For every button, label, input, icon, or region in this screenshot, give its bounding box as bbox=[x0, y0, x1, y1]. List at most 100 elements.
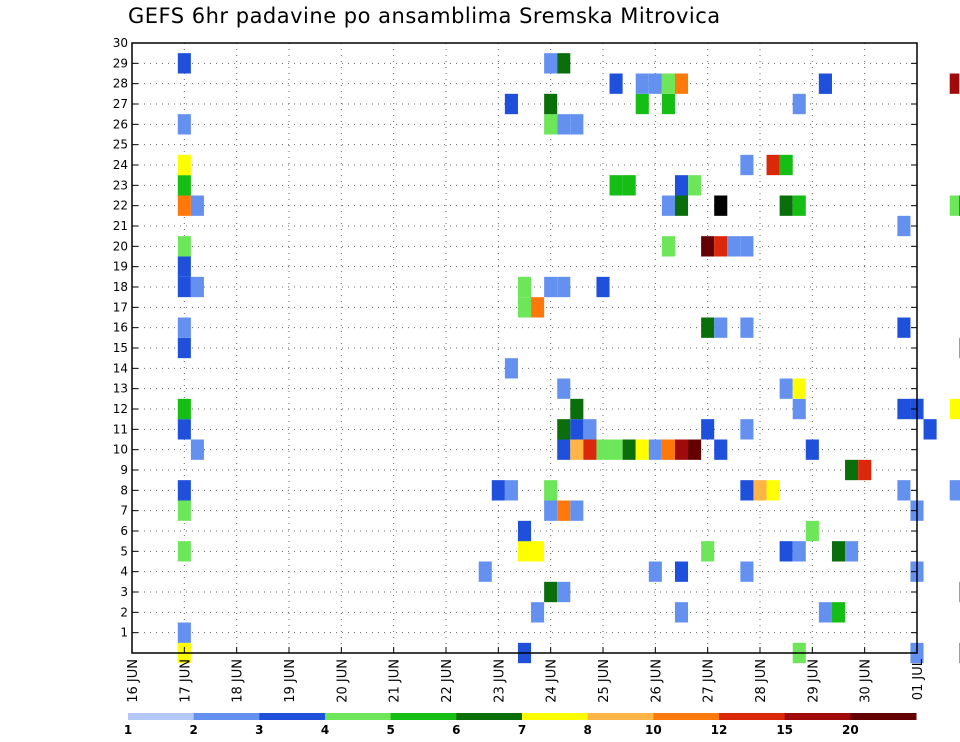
heatmap-cell bbox=[831, 602, 846, 623]
heatmap-cell bbox=[517, 520, 532, 542]
heatmap-cell bbox=[609, 175, 623, 196]
colorbar-label: 4 bbox=[321, 723, 329, 737]
heatmap-cell bbox=[753, 480, 767, 501]
colorbar-segment bbox=[456, 713, 523, 720]
heatmap-cell bbox=[544, 53, 558, 74]
heatmap-cell bbox=[897, 317, 911, 338]
heatmap-cell bbox=[740, 480, 754, 501]
heatmap-cell bbox=[557, 439, 571, 460]
y-tick-label: 21 bbox=[113, 219, 128, 233]
heatmap-cell bbox=[622, 439, 636, 460]
heatmap-cell bbox=[897, 480, 911, 501]
heatmap-cell bbox=[792, 195, 806, 216]
x-tick-label: 23 JUN bbox=[492, 659, 507, 703]
heatmap-cell bbox=[674, 175, 689, 196]
heatmap-cell bbox=[648, 561, 662, 582]
heatmap-cell bbox=[949, 398, 960, 420]
heatmap-cell bbox=[531, 297, 545, 318]
heatmap-cell bbox=[177, 276, 191, 298]
heatmap-cell bbox=[688, 439, 702, 460]
heatmap-cell bbox=[177, 337, 191, 359]
heatmap-cell bbox=[792, 93, 806, 115]
y-tick-label: 22 bbox=[113, 199, 128, 213]
heatmap-cell bbox=[622, 175, 636, 196]
colorbar-segment bbox=[719, 713, 786, 720]
colorbar-segment bbox=[587, 713, 654, 720]
heatmap-cell bbox=[674, 602, 689, 623]
y-tick-label: 20 bbox=[113, 239, 128, 253]
heatmap-cell bbox=[949, 480, 960, 501]
heatmap-cell bbox=[557, 276, 571, 298]
colorbar-segment bbox=[850, 713, 917, 720]
heatmap-cell bbox=[570, 500, 584, 521]
colorbar-segment bbox=[784, 713, 851, 720]
heatmap-cell bbox=[831, 541, 846, 562]
heatmap-cell bbox=[923, 419, 937, 440]
heatmap-cell bbox=[557, 53, 571, 74]
heatmap-cell bbox=[544, 581, 558, 603]
heatmap-cell bbox=[792, 541, 806, 562]
colorbar-segment bbox=[522, 713, 589, 720]
heatmap-cell bbox=[674, 439, 689, 460]
heatmap-cell bbox=[779, 378, 793, 399]
heatmap-cell bbox=[897, 398, 911, 420]
colorbar-segment bbox=[193, 713, 260, 720]
x-tick-label: 01 JUL bbox=[911, 658, 926, 700]
x-tick-label: 22 JUN bbox=[440, 659, 455, 703]
heatmap-cell bbox=[531, 602, 545, 623]
heatmap-cell bbox=[949, 195, 960, 216]
heatmap-cell bbox=[544, 500, 558, 521]
heatmap-cell bbox=[688, 175, 702, 196]
heatmap-cell bbox=[766, 480, 780, 501]
y-tick-label: 25 bbox=[113, 138, 128, 152]
heatmap-cell bbox=[557, 114, 571, 135]
heatmap-cell bbox=[557, 378, 571, 399]
x-tick-label: 30 JUN bbox=[859, 659, 874, 703]
x-tick-label: 21 JUN bbox=[388, 659, 403, 703]
heatmap-cell bbox=[648, 73, 662, 94]
y-tick-label: 23 bbox=[113, 178, 128, 192]
colorbar-label: 1 bbox=[124, 723, 132, 737]
x-tick-label: 28 JUN bbox=[754, 659, 769, 703]
heatmap-cell bbox=[177, 154, 191, 176]
colorbar-label: 15 bbox=[776, 723, 793, 737]
y-tick-label: 29 bbox=[113, 56, 128, 70]
heatmap-cell bbox=[596, 439, 610, 460]
chart-title: GEFS 6hr padavine po ansamblima Sremska … bbox=[128, 4, 721, 28]
heatmap-cell bbox=[544, 93, 558, 115]
heatmap-cell bbox=[504, 358, 518, 379]
y-tick-label: 28 bbox=[113, 77, 128, 91]
heatmap-cell bbox=[858, 459, 872, 481]
x-tick-label: 24 JUN bbox=[545, 659, 560, 703]
heatmap-cell bbox=[740, 154, 754, 176]
heatmap-cell bbox=[779, 195, 793, 216]
x-tick-label: 26 JUN bbox=[649, 659, 664, 703]
heatmap-cell bbox=[596, 276, 610, 298]
heatmap-cell bbox=[674, 195, 689, 216]
heatmap-cell bbox=[701, 541, 715, 562]
colorbar-label: 5 bbox=[386, 723, 394, 737]
heatmap-cell bbox=[177, 256, 191, 277]
x-tick-label: 20 JUN bbox=[335, 659, 350, 703]
y-tick-label: 24 bbox=[113, 158, 128, 172]
y-tick-label: 7 bbox=[120, 504, 128, 518]
heatmap-cell bbox=[766, 154, 780, 176]
heatmap-cell bbox=[517, 276, 532, 298]
heatmap-cell bbox=[570, 114, 584, 135]
y-tick-label: 4 bbox=[120, 565, 128, 579]
heatmap-cell bbox=[818, 73, 832, 94]
heatmap-cell bbox=[177, 541, 191, 562]
heatmap-cell bbox=[779, 541, 793, 562]
heatmap-cell bbox=[544, 276, 558, 298]
x-tick-label: 25 JUN bbox=[597, 659, 612, 703]
heatmap-cell bbox=[701, 236, 715, 257]
heatmap-cell bbox=[740, 317, 754, 338]
heatmap-cell bbox=[609, 73, 623, 94]
heatmap-cell bbox=[661, 439, 675, 460]
heatmap-cell bbox=[740, 561, 754, 582]
heatmap-cell bbox=[478, 561, 492, 582]
heatmap-cell bbox=[557, 419, 571, 440]
heatmap-cell bbox=[190, 439, 204, 460]
heatmap-cell bbox=[177, 175, 191, 196]
heatmap-cell bbox=[504, 480, 518, 501]
